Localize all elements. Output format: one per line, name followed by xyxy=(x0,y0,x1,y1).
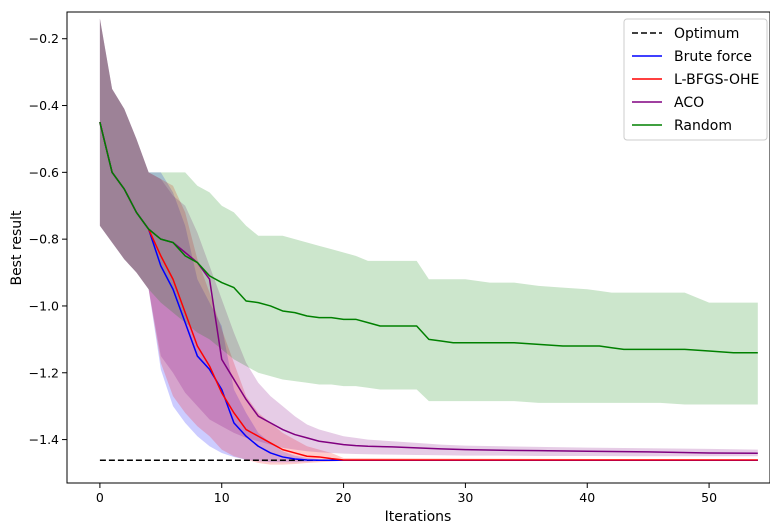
y-tick-label: −1.4 xyxy=(29,432,59,447)
line-random xyxy=(99,122,758,354)
legend-label-optimum: Optimum xyxy=(674,26,739,42)
y-tick-label: −0.6 xyxy=(29,165,59,180)
y-axis: −0.2 −0.4 −0.6 −0.8 −1.0 −1.2 −1.4 xyxy=(29,31,67,447)
x-axis-label: Iterations xyxy=(385,509,452,525)
y-axis-label: Best result xyxy=(9,210,25,286)
legend: Optimum Brute force L-BFGS-OHE ACO Random xyxy=(623,18,768,141)
x-tick-label: 30 xyxy=(457,490,473,505)
x-tick-label: 20 xyxy=(336,490,352,505)
y-tick-label: −1.2 xyxy=(29,365,59,380)
band-random xyxy=(99,18,758,405)
legend-label-random: Random xyxy=(674,118,732,134)
plot-area-frame xyxy=(66,11,770,484)
x-tick-label: 10 xyxy=(214,490,230,505)
y-tick-label: −1.0 xyxy=(29,298,59,313)
legend-label-l-bfgs-ohe: L-BFGS-OHE xyxy=(674,72,759,88)
y-tick-label: −0.8 xyxy=(29,232,59,247)
y-tick-label: −0.4 xyxy=(29,98,59,113)
y-tick-label: −0.2 xyxy=(29,31,59,46)
legend-box xyxy=(623,18,768,141)
legend-label-brute-force: Brute force xyxy=(674,49,752,65)
uncertainty-bands xyxy=(99,18,758,465)
x-axis: 0 10 20 30 40 50 xyxy=(96,483,717,505)
x-tick-label: 40 xyxy=(579,490,595,505)
x-tick-label: 0 xyxy=(96,490,104,505)
legend-label-aco: ACO xyxy=(674,95,704,111)
series-lines xyxy=(99,122,758,462)
x-tick-label: 50 xyxy=(701,490,717,505)
